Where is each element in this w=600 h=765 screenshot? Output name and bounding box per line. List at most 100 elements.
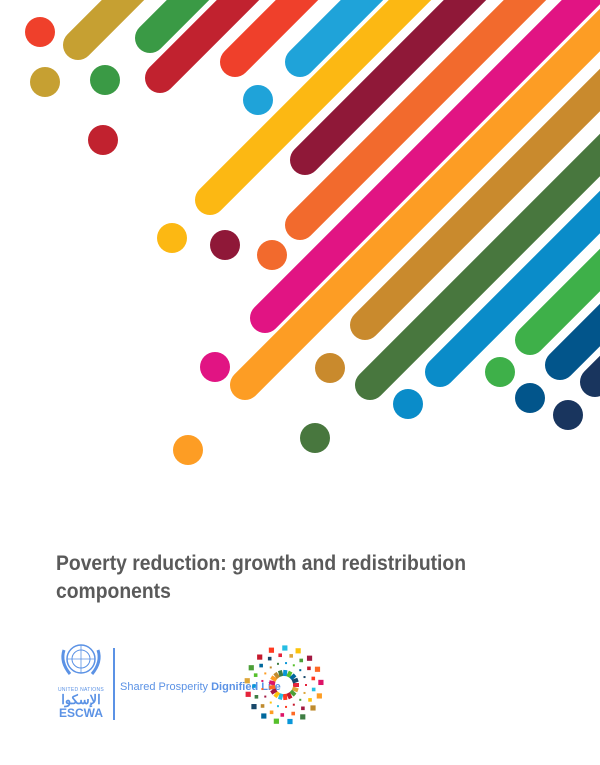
wheel-square [259,663,263,668]
wheel-square [299,658,304,663]
wheel-square [273,718,279,724]
un-label: UNITED NATIONS [57,687,105,693]
wheel-square [307,666,311,671]
stripe [350,68,600,340]
wheel-square [268,647,275,653]
wheel-square [269,710,274,715]
wheel-segment [286,670,293,678]
wheel-square [280,713,285,717]
wheel-segment [286,692,293,700]
wheel-square [303,691,306,694]
dot [30,67,60,97]
dot [200,352,230,382]
wheel-segment [282,693,288,701]
tagline-regular: Shared Prosperity [120,681,209,693]
dot [315,353,345,383]
wheel-square [308,698,312,702]
stripe [250,0,600,333]
wheel-square [269,666,272,669]
wheel-square [311,676,316,681]
wheel-segment [268,684,276,690]
wheel-segment [277,693,284,700]
wheel-segment [273,690,281,699]
dot [393,389,423,419]
dot [90,65,120,95]
stripe [290,0,487,175]
wheel-square [289,654,294,658]
wheel-square [278,653,282,658]
wheel-square [276,662,279,665]
escwa-label: ESCWA [58,706,103,720]
wheel-square [299,698,302,701]
wheel-segment [277,670,284,677]
dot [88,125,118,155]
sdg-stripes-artwork [25,0,600,465]
wheel-square [318,679,324,686]
document-title: Poverty reduction: growth and redistribu… [56,552,467,603]
wheel-square [260,704,265,708]
logo-bar: UNITED NATIONS الإسكوا ESCWA Shared Pros… [56,640,336,730]
dot [25,17,55,47]
wheel-segment [270,688,278,695]
wheel-square [292,664,295,667]
un-emblem-icon [61,644,101,675]
dot [515,383,545,413]
wheel-square [264,695,267,698]
wheel-square [252,684,256,688]
wheel-square [257,654,263,660]
dot [157,223,187,253]
wheel-segment [289,673,297,681]
wheel-square [276,705,279,708]
wheel-square [285,662,288,665]
dot [243,85,273,115]
wheel-square [306,655,313,661]
stripe [195,0,432,215]
wheel-square [305,684,307,686]
wheel-segment [291,686,299,693]
wheel-segment [273,671,281,680]
wheel-square [261,679,264,682]
dot [257,240,287,270]
wheel-square [261,688,264,691]
wheel-square [251,704,257,710]
wheel-square [291,711,296,716]
logo-divider [113,648,115,720]
wheel-square [244,678,250,684]
wheel-square [267,656,272,661]
wheel-square [301,706,305,711]
wheel-square [261,713,267,719]
stripe [230,8,600,400]
dot [553,400,583,430]
wheel-square [314,666,321,672]
wheel-square [303,676,306,679]
dot [300,423,330,453]
wheel-square [310,705,316,711]
sdg-wheel-icon [244,645,324,725]
wheel-square [245,691,251,697]
wheel-square [292,703,295,706]
dot [210,230,240,260]
stripe [355,133,600,400]
wheel-square [300,714,306,720]
wheel-segment [291,677,299,684]
wheel-square [248,665,254,671]
wheel-square [254,695,259,699]
wheel-square [264,672,267,675]
wheel-square [253,673,258,677]
wheel-square [295,648,301,654]
wheel-segment [268,680,276,686]
wheel-square [287,718,293,725]
dot [485,357,515,387]
wheel-square [282,645,288,651]
wheel-segment [289,689,297,697]
wheel-square [311,687,316,692]
wheel-segment [282,669,288,677]
escwa-arabic: الإسكوا [61,692,101,707]
un-escwa-logo: UNITED NATIONS الإسكوا ESCWA [56,640,106,720]
wheel-square [299,669,302,672]
wheel-square [285,705,288,708]
stripe [285,0,547,240]
wheel-segment [270,675,278,682]
wheel-square [269,701,272,704]
dot [173,435,203,465]
